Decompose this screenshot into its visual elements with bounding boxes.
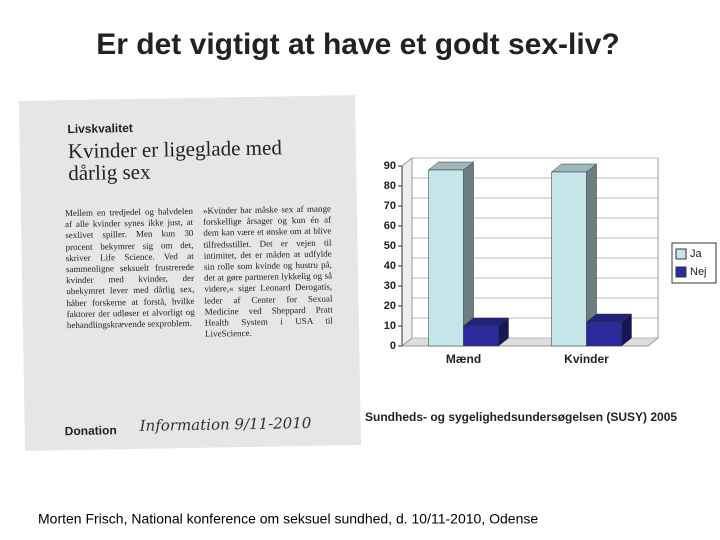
legend-swatch xyxy=(675,266,687,278)
slide-title: Er det vigtigt at have et godt sex-liv? xyxy=(96,28,619,61)
y-tick-label: 60 xyxy=(384,220,396,232)
bar-side xyxy=(463,161,474,347)
side-wall xyxy=(401,156,413,348)
y-tick-label: 70 xyxy=(384,200,396,212)
y-tick-label: 10 xyxy=(384,320,396,332)
y-tick-label: 50 xyxy=(384,240,396,252)
y-tick-label: 20 xyxy=(384,300,396,312)
y-tick-label: 0 xyxy=(390,340,396,352)
bar xyxy=(428,169,464,347)
bar xyxy=(551,171,587,347)
source: Sundheds- og sygelighedsundersøgelsen (S… xyxy=(365,410,677,424)
footer: Morten Frisch, National konference om se… xyxy=(38,511,538,527)
x-tick-label: Mænd xyxy=(446,352,481,366)
legend-label: Ja xyxy=(690,248,703,260)
y-tick-label: 40 xyxy=(384,260,396,272)
bar xyxy=(463,325,499,347)
bar xyxy=(586,321,622,347)
y-tick-label: 80 xyxy=(384,180,396,192)
y-tick-label: 90 xyxy=(384,160,396,172)
legend-swatch xyxy=(675,248,687,260)
legend-label: Nej xyxy=(690,266,707,278)
y-tick-label: 30 xyxy=(384,280,396,292)
x-tick-label: Kvinder xyxy=(564,352,609,366)
